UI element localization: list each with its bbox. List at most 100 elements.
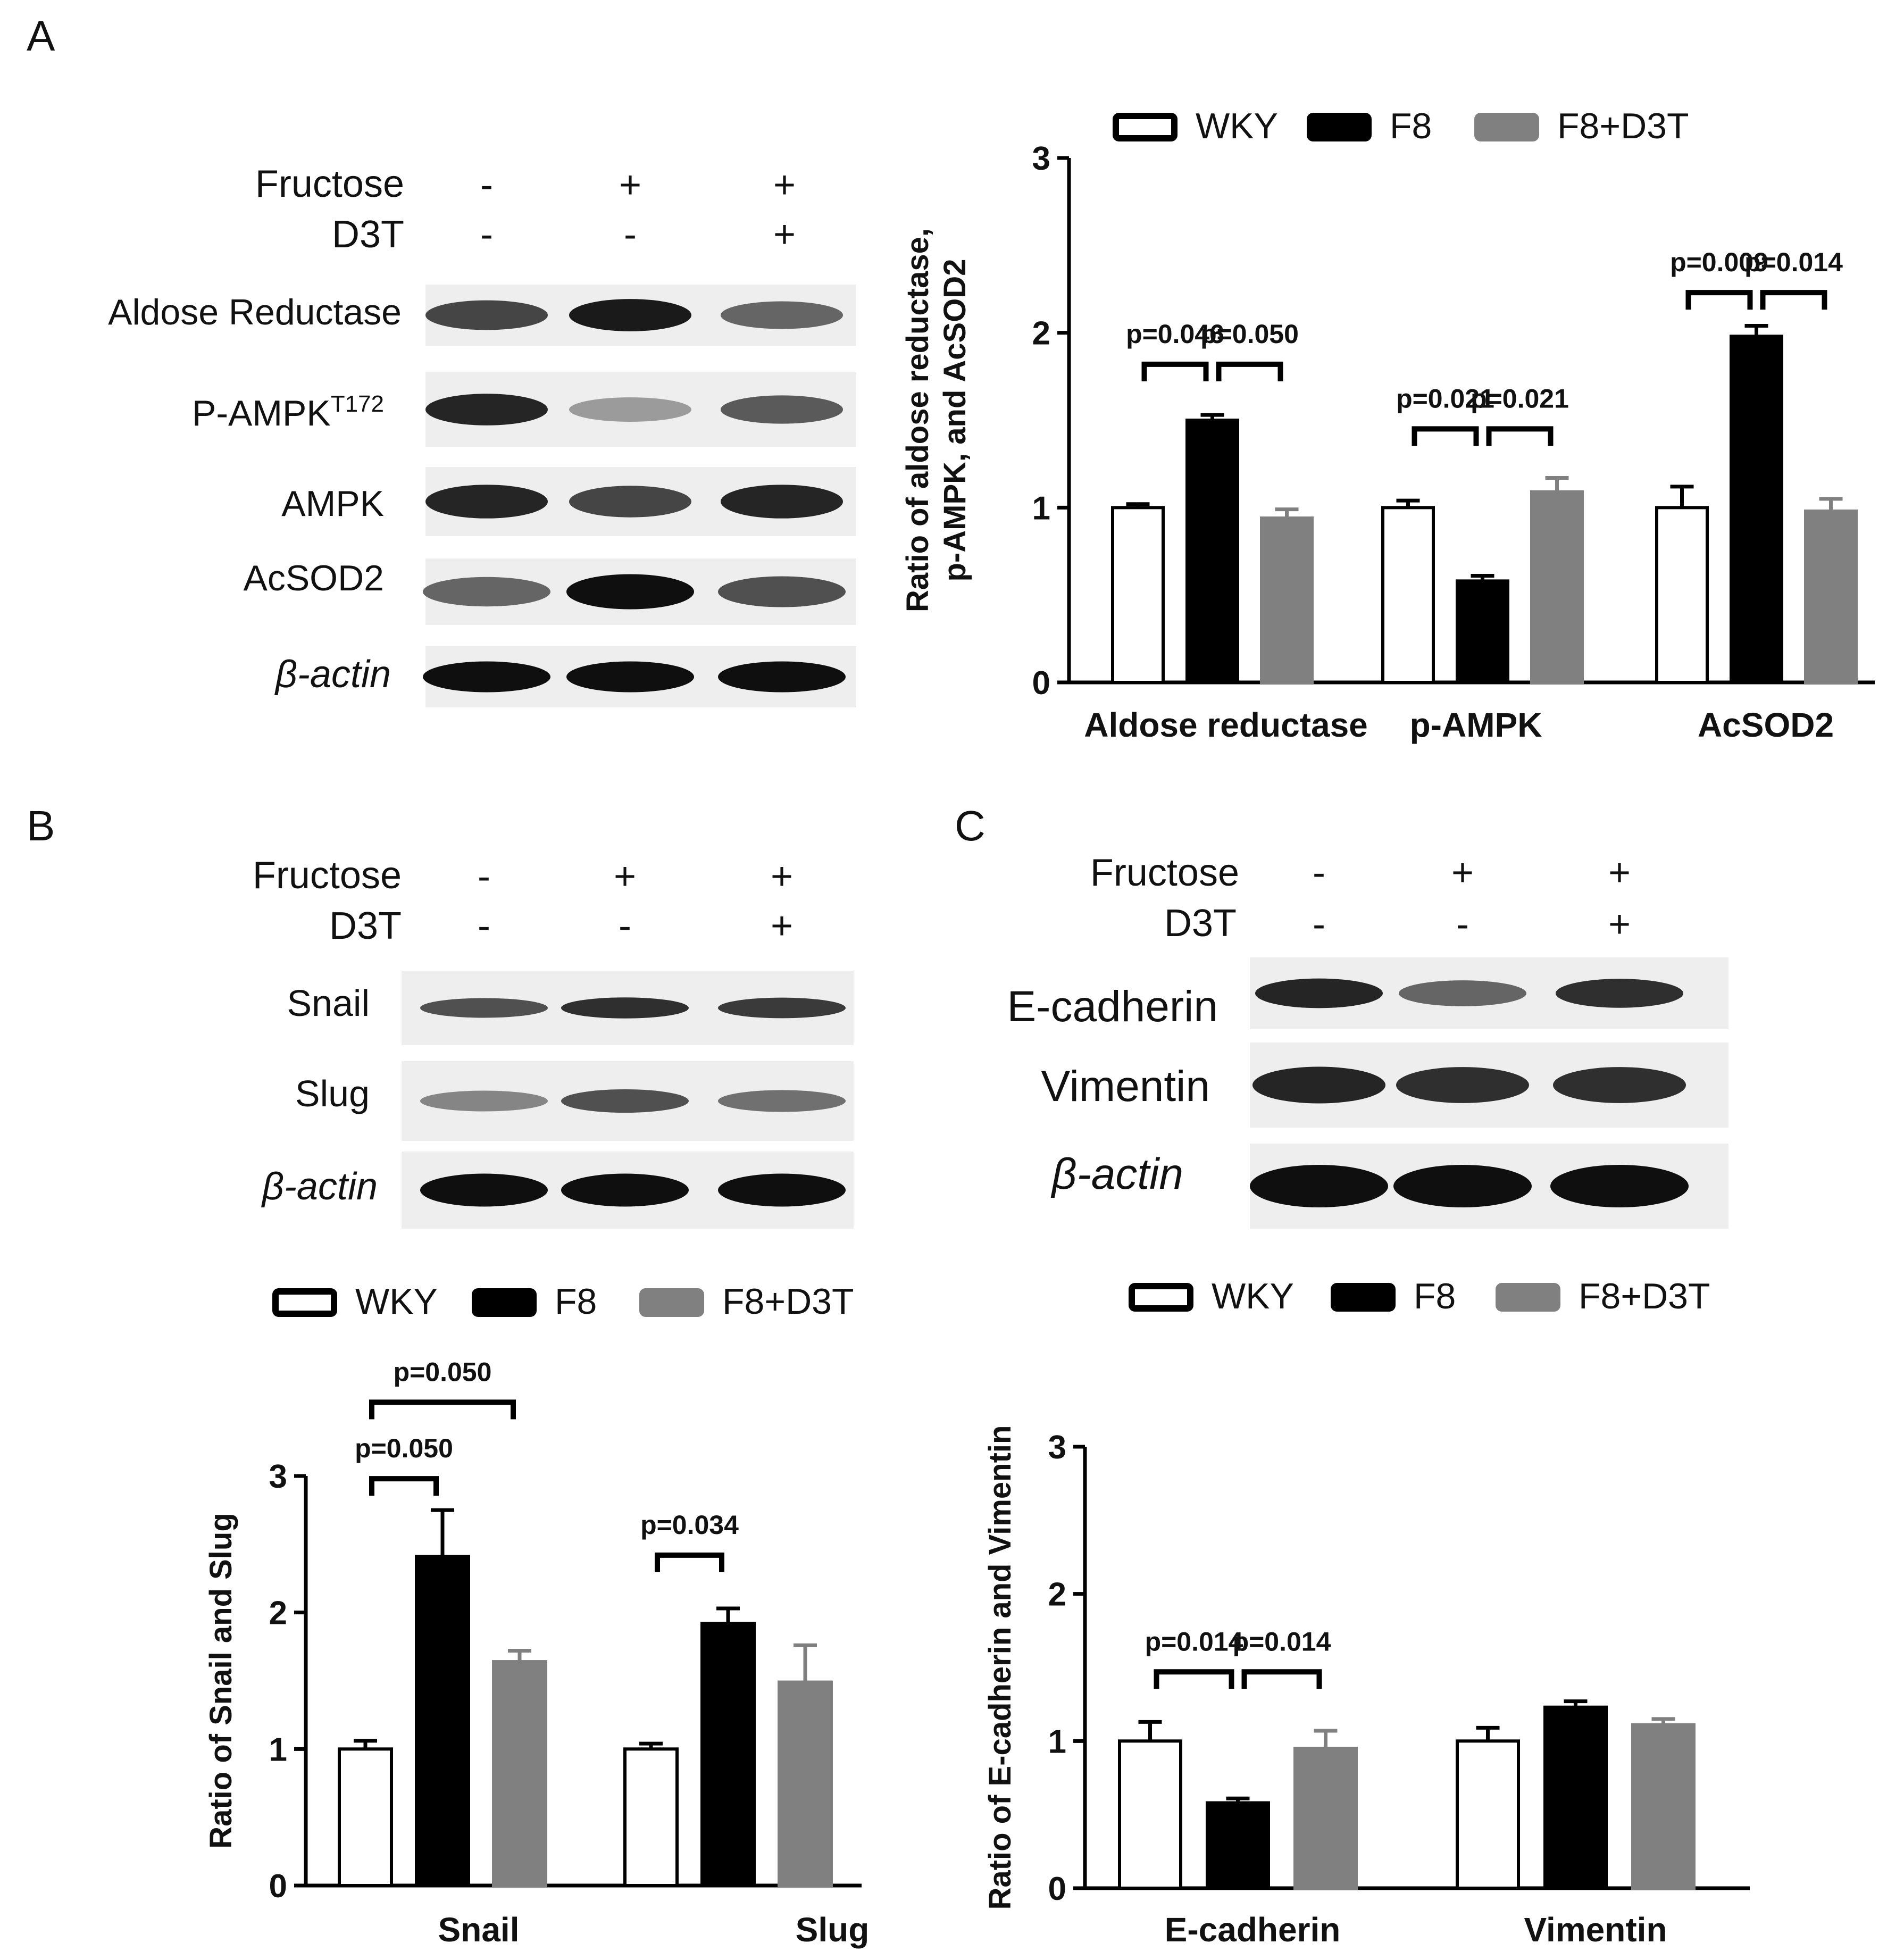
y-tick-label: 2 — [1032, 315, 1050, 352]
legend-label: WKY — [1196, 106, 1278, 146]
p-value-label: p=0.014 — [1233, 1627, 1331, 1656]
fructose-mark: + — [619, 164, 641, 206]
p-value-label: p=0.050 — [1200, 319, 1299, 349]
blot-label: β-actin — [1051, 1150, 1183, 1198]
blot-band — [420, 1090, 548, 1112]
legend-label: WKY — [1212, 1276, 1294, 1316]
y-tick-label: 1 — [269, 1731, 287, 1768]
legend-label: F8 — [555, 1281, 597, 1322]
p-value-label: p=0.034 — [640, 1510, 739, 1540]
blot-band — [425, 394, 548, 426]
bar — [1730, 335, 1783, 684]
fructose-label: Fructose — [1090, 852, 1239, 894]
d3t-mark: - — [619, 905, 631, 947]
significance-bracket — [1486, 426, 1554, 446]
blot-c: Fructose D3T - + + - - + E-cadherin Vime… — [1007, 852, 1728, 1229]
blot-band — [721, 395, 843, 424]
bar — [1185, 419, 1239, 684]
chart-c: 0 1 2 3 Ratio of E-cadherin and Vimentin E-ca… — [983, 1276, 1750, 1949]
bar — [1206, 1801, 1270, 1890]
blot-band — [1553, 1067, 1686, 1103]
bar — [1111, 506, 1165, 684]
p-value-label: p=0.050 — [394, 1357, 492, 1387]
blot-band — [718, 1173, 846, 1207]
legend-label: F8+D3T — [1579, 1276, 1710, 1316]
blot-band — [566, 661, 694, 693]
y-tick-label: 3 — [269, 1458, 287, 1495]
p-value-label: p=0.014 — [1145, 1627, 1243, 1656]
blot-band — [1255, 978, 1383, 1008]
blot-band — [423, 577, 550, 607]
x-category-label: Aldose reductase — [1084, 706, 1368, 744]
legend-swatch — [1307, 113, 1372, 141]
blot-label: Vimentin — [1041, 1062, 1210, 1111]
blot-label: E-cadherin — [1007, 982, 1218, 1031]
d3t-mark: - — [478, 905, 490, 947]
blot-label: AcSOD2 — [243, 558, 384, 598]
blot-band — [1396, 1067, 1529, 1103]
blot-band — [1252, 1066, 1385, 1104]
fructose-mark: + — [773, 164, 796, 206]
x-category-label: Snail — [438, 1911, 520, 1949]
bar — [338, 1747, 393, 1887]
fructose-mark: + — [1608, 852, 1631, 894]
legend-swatch — [1113, 113, 1178, 141]
legend-label: F8+D3T — [722, 1281, 854, 1322]
legend-swatch — [639, 1288, 704, 1317]
y-tick-label: 1 — [1032, 490, 1050, 527]
legend-label: WKY — [355, 1281, 438, 1322]
bar — [1804, 509, 1858, 684]
d3t-label: D3T — [1164, 902, 1237, 945]
blot-band — [420, 998, 548, 1018]
chart-a: 0 1 2 3 Ratio of aldose reductase, p-AMPK, an… — [900, 106, 1875, 744]
bar — [1543, 1705, 1608, 1890]
blot-band — [718, 997, 846, 1019]
p-value-label: p=0.014 — [1744, 247, 1843, 277]
fructose-label: Fructose — [255, 163, 404, 205]
blot-b: Fructose D3T - + + - - + Snail Slug β-ac… — [253, 854, 854, 1229]
blot-band — [718, 576, 846, 607]
d3t-mark: + — [771, 905, 793, 947]
blot-band — [718, 1090, 846, 1112]
legend-label: F8+D3T — [1557, 106, 1689, 146]
blot-band — [1550, 1165, 1689, 1207]
bar — [623, 1747, 679, 1887]
p-value-label: p=0.050 — [355, 1433, 453, 1463]
legend-swatch — [1496, 1283, 1560, 1312]
d3t-mark: + — [773, 213, 796, 256]
bar — [778, 1680, 833, 1887]
x-category-label: AcSOD2 — [1698, 706, 1834, 744]
d3t-mark: - — [1456, 903, 1469, 946]
fructose-mark: + — [614, 855, 636, 898]
chart-b: 0 1 2 3 Ratio of Snail and Slug Snail Slug p=0.… — [204, 1281, 869, 1949]
blot-band — [566, 574, 694, 610]
fructose-mark: + — [1451, 852, 1474, 894]
blot-band — [420, 1173, 548, 1207]
significance-bracket — [1216, 361, 1283, 381]
y-tick-label: 0 — [1032, 665, 1050, 702]
significance-bracket — [369, 1399, 516, 1420]
legend-label: F8 — [1390, 106, 1432, 146]
d3t-mark: - — [624, 213, 637, 256]
legend-swatch — [1474, 113, 1539, 141]
blot-band — [721, 301, 843, 329]
d3t-label: D3T — [332, 213, 404, 256]
bar — [1456, 1739, 1520, 1890]
significance-bracket — [1241, 1669, 1322, 1689]
x-category-label: E-cadherin — [1165, 1911, 1341, 1949]
blot-band — [1399, 980, 1526, 1006]
blot-band — [425, 485, 548, 519]
p-value-label: p=0.021 — [1396, 383, 1494, 413]
y-tick-label: 3 — [1032, 140, 1050, 177]
blot-band — [423, 661, 550, 693]
significance-bracket — [1154, 1669, 1234, 1689]
blot-band — [561, 997, 689, 1019]
significance-bracket — [1412, 426, 1479, 446]
x-category-label: Vimentin — [1524, 1911, 1667, 1949]
blot-label: β-actin — [261, 1165, 378, 1208]
y-axis-label: Ratio of Snail and Slug — [204, 1513, 238, 1849]
p-value-label: p=0.046 — [1126, 319, 1224, 349]
panel-label-b: B — [27, 802, 55, 849]
blot-band — [1393, 1165, 1532, 1207]
